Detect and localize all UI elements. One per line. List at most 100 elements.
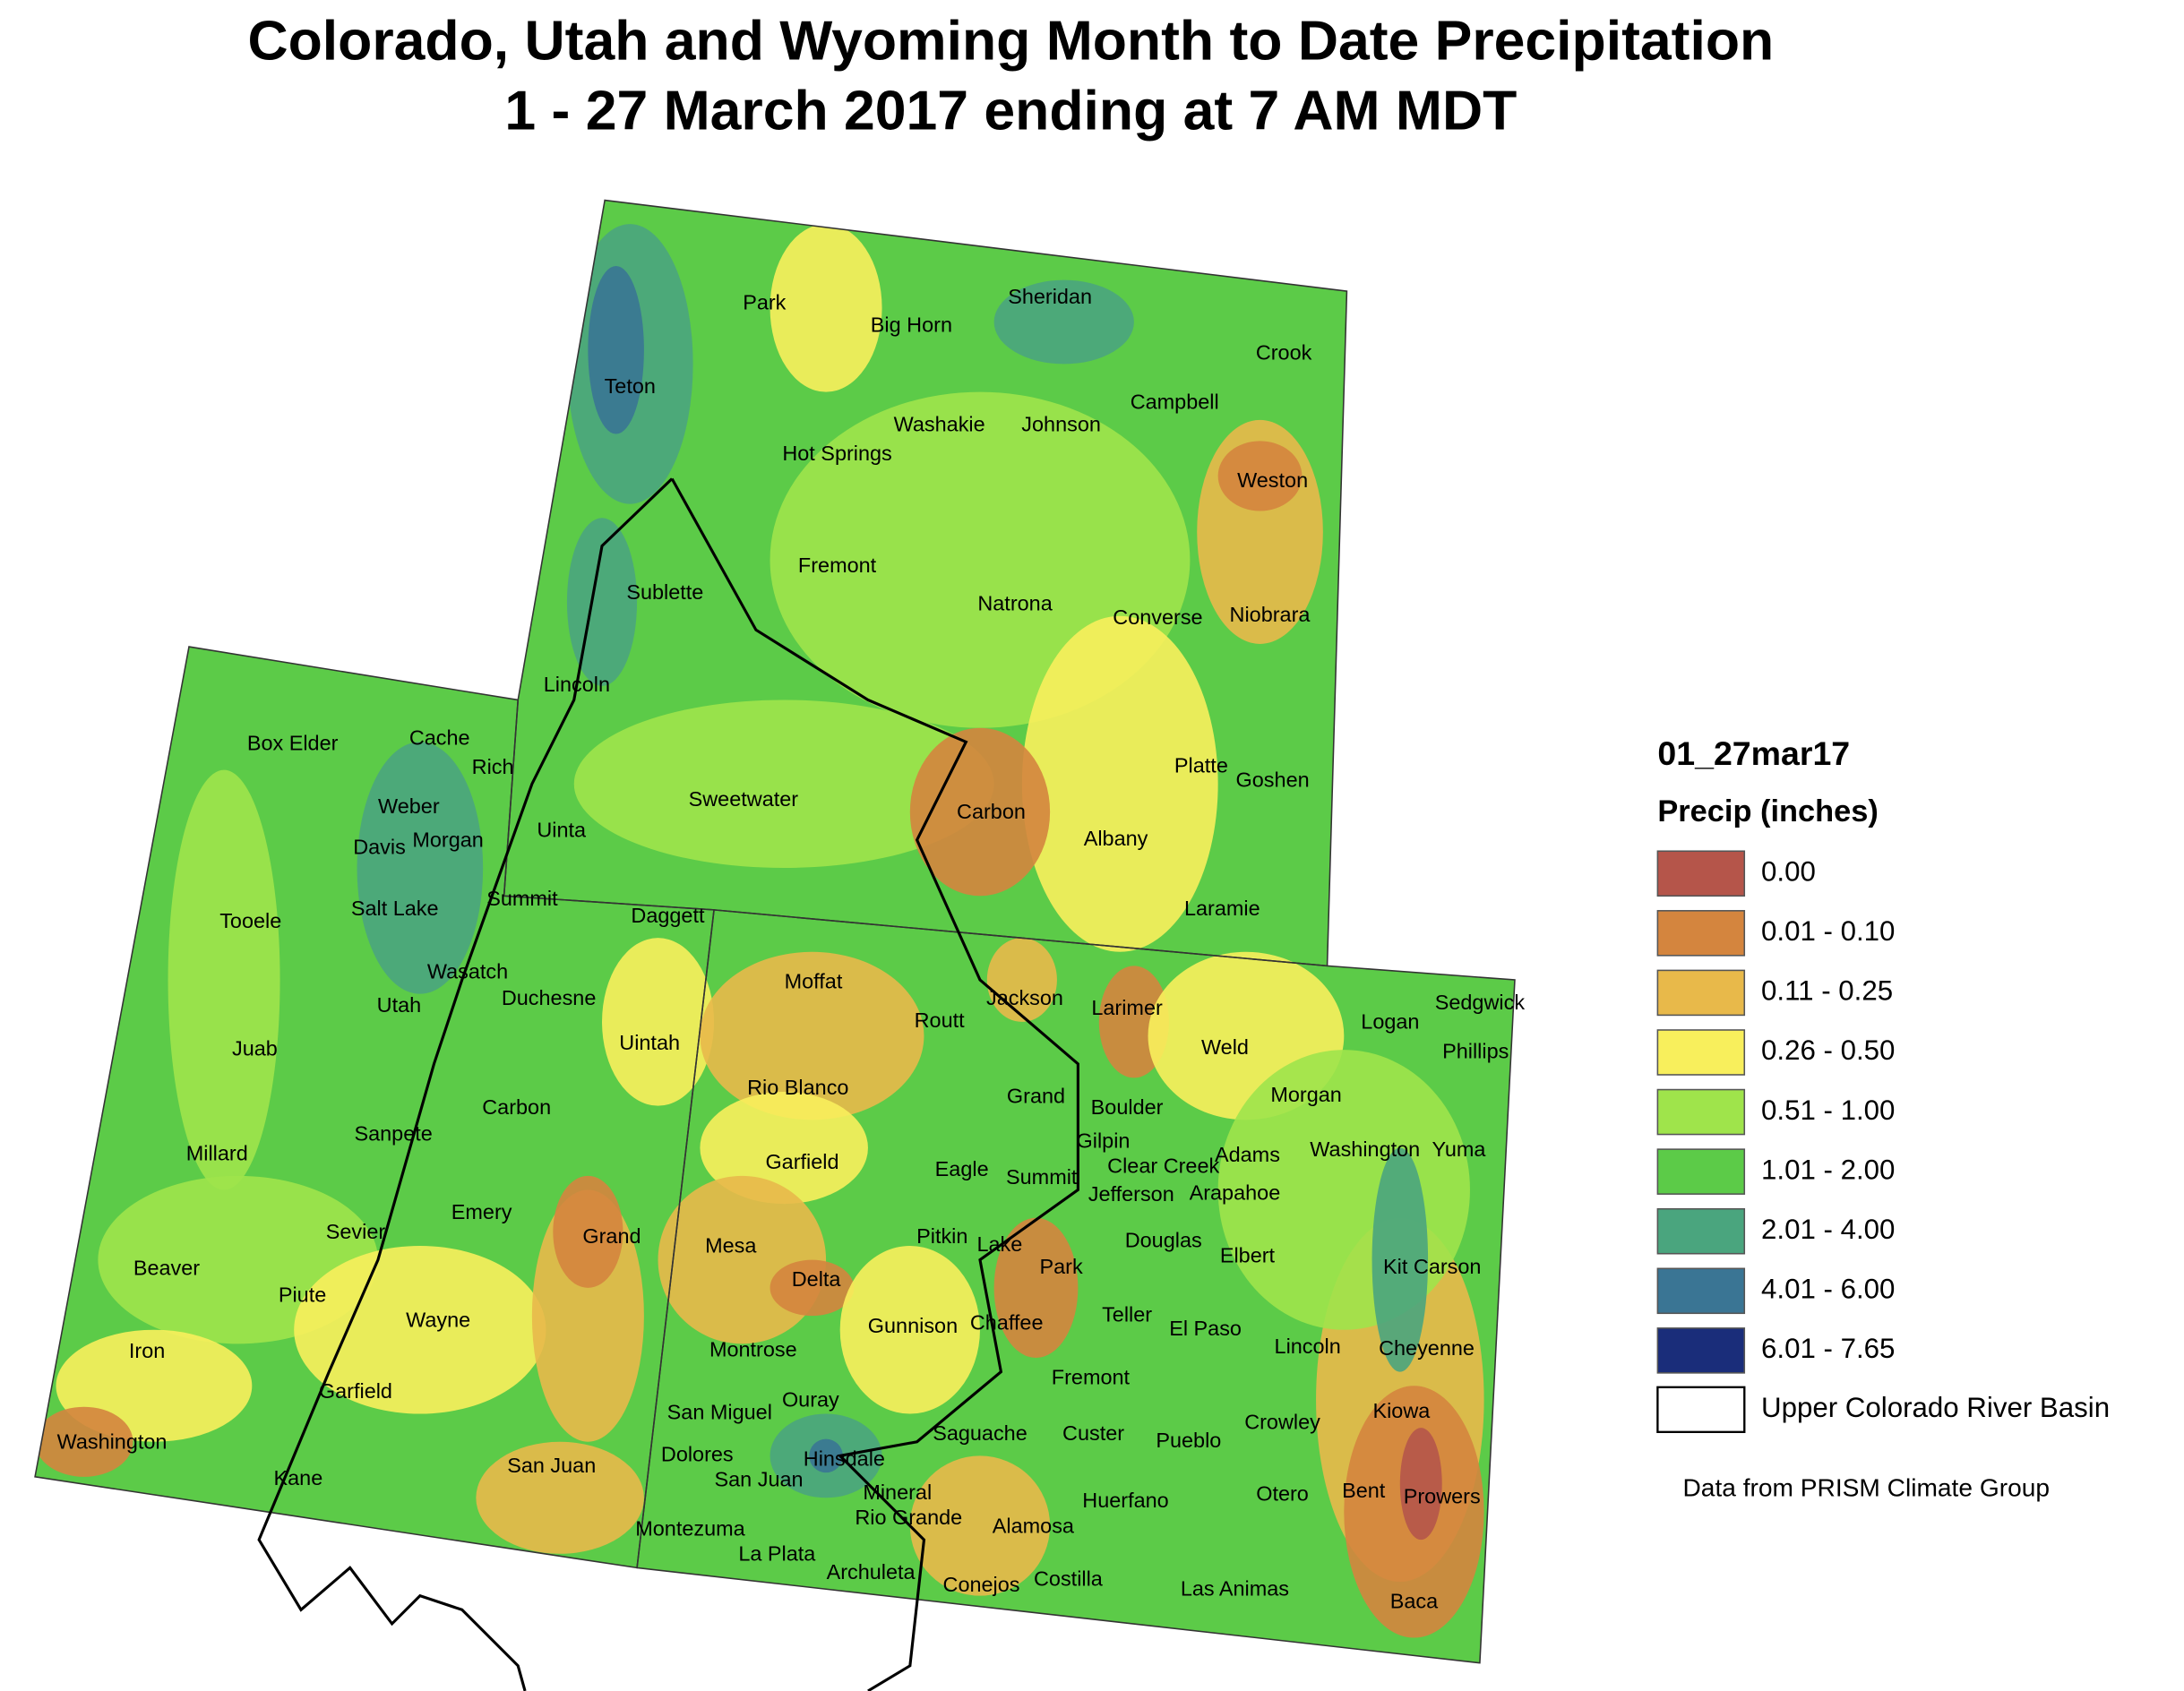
county-label: Conejos <box>943 1573 1020 1596</box>
precip-area <box>839 1245 980 1414</box>
county-label: Cache <box>409 725 470 749</box>
county-label: Piute <box>279 1283 326 1306</box>
county-label: Weld <box>1201 1035 1249 1059</box>
county-label: Clear Creek <box>1107 1155 1219 1178</box>
county-label: Routt <box>915 1009 966 1032</box>
county-label: Gilpin <box>1077 1129 1131 1153</box>
county-label: Morgan <box>1270 1083 1341 1106</box>
legend-label: 2.01 - 4.00 <box>1761 1214 1895 1245</box>
county-label: Uinta <box>537 819 587 842</box>
county-labels: Park Big Horn Sheridan Crook Teton Washakie Jo… <box>57 285 1526 1613</box>
county-label: San Juan <box>507 1454 596 1477</box>
county-label: Fremont <box>798 554 877 577</box>
county-label: Adams <box>1215 1143 1280 1166</box>
county-label: Kit Carson <box>1383 1255 1481 1278</box>
legend-label: Upper Colorado River Basin <box>1761 1392 2110 1423</box>
legend-swatch <box>1656 1267 1746 1315</box>
county-label: Crook <box>1256 341 1312 365</box>
legend-label: 0.01 - 0.10 <box>1761 915 1895 947</box>
county-label: Laramie <box>1184 897 1260 920</box>
county-label: Huerfano <box>1082 1489 1168 1512</box>
legend-label: 0.00 <box>1761 856 1816 888</box>
precip-area <box>602 938 715 1106</box>
county-label: Montezuma <box>635 1516 745 1540</box>
county-label: Elbert <box>1220 1244 1276 1267</box>
county-label: Niobrara <box>1230 603 1311 626</box>
county-label: Millard <box>186 1142 248 1165</box>
county-label: Box Elder <box>247 732 339 755</box>
county-label: Saguache <box>933 1421 1028 1445</box>
precip-surface <box>35 200 1515 1663</box>
county-label: Park <box>743 290 786 313</box>
precip-area <box>993 279 1134 365</box>
county-label: Baca <box>1390 1590 1439 1613</box>
county-label: Archuleta <box>827 1560 916 1584</box>
county-label: Hinsdale <box>804 1446 885 1470</box>
county-label: Goshen <box>1236 768 1310 791</box>
precip-area <box>573 700 994 869</box>
county-label: Grand <box>582 1224 641 1248</box>
county-label: Daggett <box>631 904 705 927</box>
legend-swatch <box>1656 1386 1746 1433</box>
precip-area <box>1371 1147 1429 1372</box>
precip-area <box>993 1217 1079 1358</box>
county-label: Alamosa <box>993 1514 1075 1537</box>
title: Colorado, Utah and Wyoming Month to Date… <box>247 10 1774 73</box>
county-label: Logan <box>1361 1010 1419 1034</box>
county-label: Crowley <box>1244 1411 1320 1434</box>
county-label: Mesa <box>705 1234 757 1258</box>
county-label: Sedgwick <box>1435 991 1526 1014</box>
county-label: Lincoln <box>1275 1335 1341 1358</box>
county-label: Bent <box>1342 1479 1386 1502</box>
precip-area <box>909 727 1051 897</box>
precip-area <box>35 1406 133 1477</box>
legend-label: 6.01 - 7.65 <box>1761 1333 1895 1364</box>
county-label: Summit <box>486 887 558 910</box>
county-label: Pitkin <box>916 1224 967 1248</box>
county-label: Tooele <box>219 909 281 932</box>
precip-area <box>909 1455 1051 1596</box>
county-label: Washakie <box>894 412 985 435</box>
legend-swatch <box>1656 1148 1746 1195</box>
county-label: Garfield <box>765 1150 838 1173</box>
legend-label: 1.01 - 2.00 <box>1761 1154 1895 1185</box>
county-label: Davis <box>353 835 406 858</box>
county-label: Natrona <box>977 591 1053 614</box>
county-label: Montrose <box>709 1337 797 1361</box>
county-label: Rich <box>472 755 514 778</box>
county-label: Wayne <box>406 1309 470 1332</box>
legend: 01_27mar17 Precip (inches) Upper Colorad… <box>1656 734 2110 1501</box>
county-label: Teller <box>1102 1302 1152 1326</box>
state-borders <box>34 199 1516 1664</box>
county-label: Lake <box>976 1232 1022 1256</box>
precip-area <box>553 1175 623 1288</box>
county-label: Juab <box>232 1036 278 1060</box>
county-label: Rio Grande <box>855 1506 962 1529</box>
legend-label: 4.01 - 6.00 <box>1761 1274 1895 1305</box>
county-label: Arapahoe <box>1190 1180 1281 1204</box>
county-label: Prowers <box>1404 1484 1481 1507</box>
county-label: San Miguel <box>667 1401 772 1424</box>
county-label: Rio Blanco <box>747 1076 848 1099</box>
county-label: Washington <box>57 1430 168 1454</box>
legend-label: 0.51 - 1.00 <box>1761 1094 1895 1126</box>
county-label: Weston <box>1237 468 1308 492</box>
legend-swatch <box>1656 910 1746 957</box>
legend-title: 01_27mar17 <box>1657 734 1850 772</box>
precip-area <box>1217 441 1303 511</box>
county-label: Douglas <box>1125 1228 1202 1251</box>
county-label: Sanpete <box>354 1122 432 1146</box>
county-label: Platte <box>1174 754 1228 777</box>
precip-area <box>357 742 484 994</box>
county-label: Eagle <box>935 1157 989 1180</box>
county-label: Kiowa <box>1372 1399 1431 1422</box>
county-label: Costilla <box>1034 1567 1104 1591</box>
legend-swatch <box>1656 850 1746 897</box>
county-label: Uintah <box>619 1031 680 1054</box>
county-label: Utah <box>377 993 422 1017</box>
county-label: Yuma <box>1432 1137 1486 1161</box>
county-label: Sublette <box>626 580 703 604</box>
precip-area <box>476 1441 644 1554</box>
county-label: Cheyenne <box>1379 1336 1475 1360</box>
